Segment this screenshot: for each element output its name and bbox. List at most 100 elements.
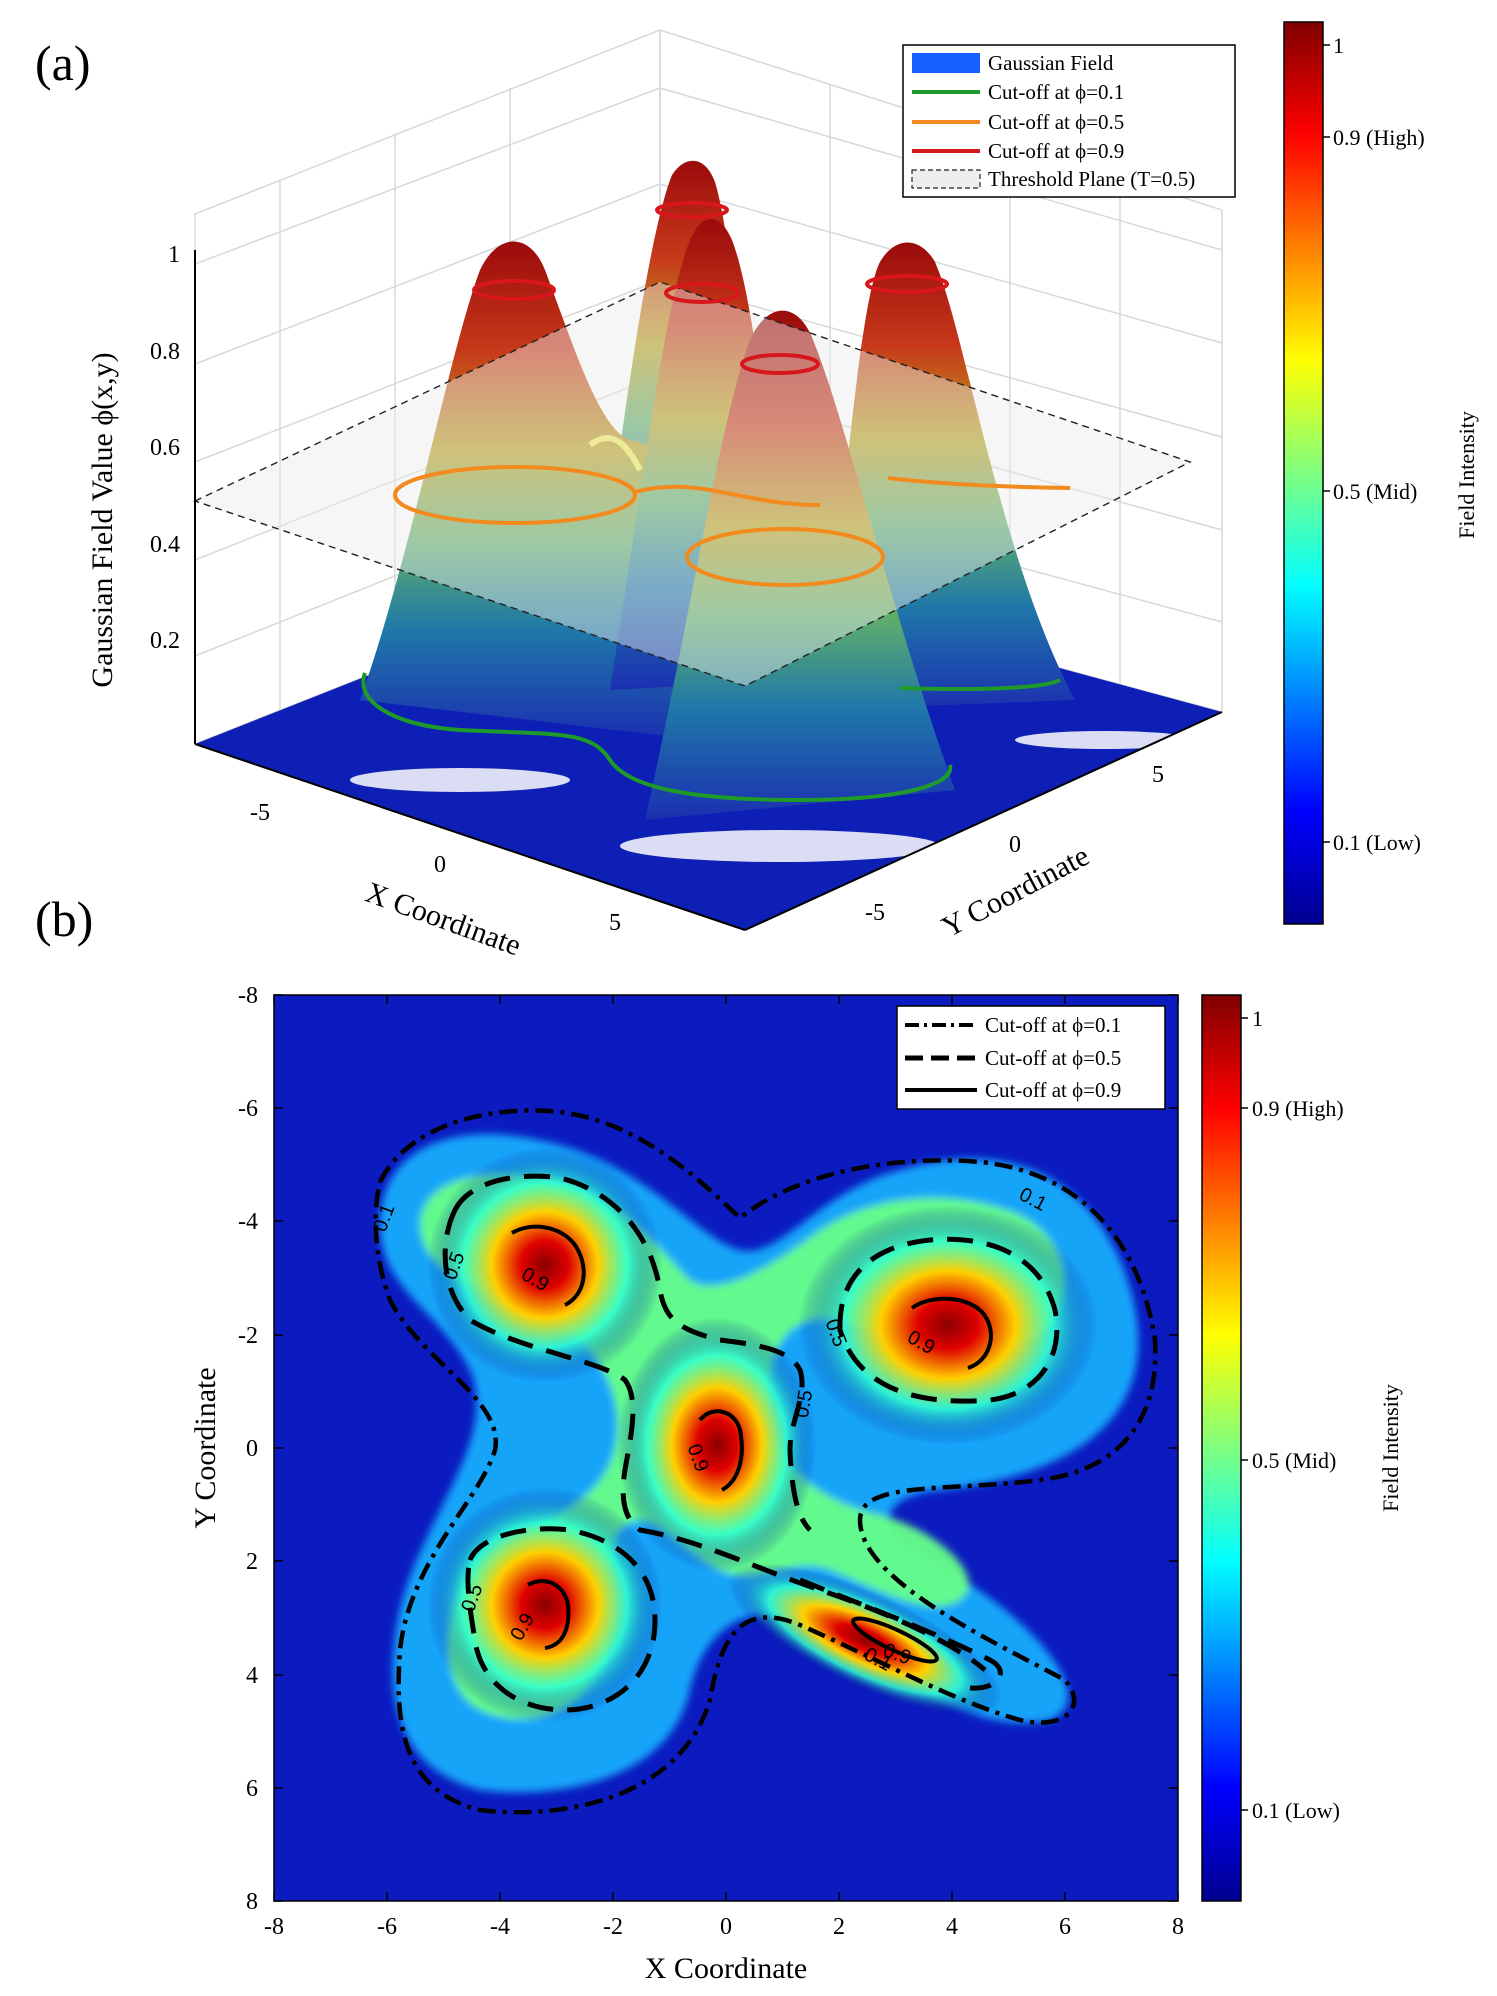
contour-b-0.5-lower-left <box>465 1526 658 1713</box>
hill-left <box>360 241 700 740</box>
heat-peak-4 <box>427 1487 663 1723</box>
y-tick-b-5: 2 <box>246 1549 258 1575</box>
ridge-saddle <box>588 435 643 472</box>
contour-b-0.9-2 <box>910 1296 993 1370</box>
y-tick-b-8: 8 <box>246 1889 258 1915</box>
surface-contours <box>361 201 1071 803</box>
colorbar-b: 1 0.9 (High) 0.5 (Mid) 0.1 (Low) Field I… <box>1201 994 1403 1902</box>
contour-0.9-ring-1 <box>472 279 556 301</box>
y-tick-a-1: 0 <box>1009 832 1021 858</box>
legend-a-label-0: Gaussian Field <box>988 51 1114 75</box>
panel-a: (a) <box>35 21 1479 963</box>
threshold-plane <box>193 281 1192 687</box>
panel-b-label: (b) <box>35 891 93 947</box>
x-ticks-a: -5 0 5 <box>250 800 621 936</box>
y-tick-b-2: -4 <box>238 1209 258 1235</box>
y-tick-a-2: 5 <box>1152 762 1164 788</box>
y-tick-b-7: 6 <box>246 1776 258 1802</box>
legend-b-label-0: Cut-off at ϕ=0.1 <box>985 1013 1121 1037</box>
colorbar-a-bar <box>1283 21 1324 925</box>
panel-b-ticks <box>273 994 1179 1902</box>
contour-b-0.1 <box>373 1108 1158 1815</box>
y-ticks-a: -5 0 5 <box>865 762 1164 926</box>
y-tick-b-6: 4 <box>246 1663 258 1689</box>
x-tick-b-8: 8 <box>1172 1914 1184 1940</box>
x-tick-b-4: 0 <box>720 1914 732 1940</box>
x-tick-b-2: -4 <box>490 1914 510 1940</box>
legend-a-label-3: Cut-off at ϕ=0.9 <box>988 139 1124 163</box>
heat-peak-3 <box>617 1317 817 1573</box>
contour-b-0.9-1 <box>510 1224 586 1307</box>
colorbar-a-tick-3: 0.1 (Low) <box>1333 830 1421 855</box>
legend-b-label-2: Cut-off at ϕ=0.9 <box>985 1078 1121 1102</box>
contour-0.5-ring-left-tail <box>634 484 821 507</box>
colorbar-b-tick-0: 1 <box>1252 1006 1263 1031</box>
colorbar-a: 1 0.9 (High) 0.5 (Mid) 0.1 (Low) Field I… <box>1283 21 1479 925</box>
contour-0.9-ring-3 <box>664 282 740 304</box>
colorbar-b-tick-2: 0.5 (Mid) <box>1252 1448 1336 1473</box>
panel-a-label: (a) <box>35 35 91 91</box>
x-axis-label-b: X Coordinate <box>645 1952 807 1985</box>
contour-0.5-ring-front <box>685 527 885 587</box>
heat-peak-2 <box>798 1205 1098 1445</box>
colorbar-b-tick-3: 0.1 (Low) <box>1252 1798 1340 1823</box>
x-tick-a-1: 0 <box>434 852 446 878</box>
legend-a-swatch-4 <box>911 169 981 189</box>
colorbar-b-bar <box>1201 994 1242 1902</box>
colorbar-a-title: Field Intensity <box>1454 411 1479 539</box>
legend-a-label-1: Cut-off at ϕ=0.1 <box>988 80 1124 104</box>
z-axis-label: Gaussian Field Value ϕ(x,y) <box>86 352 119 687</box>
legend-a-label-4: Threshold Plane (T=0.5) <box>988 167 1195 191</box>
z-ticks: 0.2 0.4 0.6 0.8 1 <box>150 242 180 654</box>
y-tick-b-1: -6 <box>238 1096 258 1122</box>
legend-a-label-2: Cut-off at ϕ=0.5 <box>988 110 1124 134</box>
heatmap-peaks <box>427 1147 1098 1723</box>
x-axis-line <box>194 743 746 931</box>
legend-b: Cut-off at ϕ=0.1 Cut-off at ϕ=0.5 Cut-of… <box>896 1005 1166 1110</box>
contour-b-0.9-5 <box>851 1616 939 1664</box>
legend-a: Gaussian Field Cut-off at ϕ=0.1 Cut-off … <box>902 44 1236 198</box>
legend-a-swatch-0 <box>912 53 980 73</box>
x-tick-b-5: 2 <box>833 1914 845 1940</box>
floor-highlights <box>350 731 1195 862</box>
x-tick-b-7: 6 <box>1059 1914 1071 1940</box>
panel-a-axes <box>194 250 1223 931</box>
contour-0.1-ring <box>361 672 953 803</box>
contour-0.9-ring-4 <box>740 353 820 375</box>
contour-b-0.9-4 <box>526 1579 571 1650</box>
contour-b-0.5-left-lower <box>442 1208 987 1672</box>
legend-b-label-1: Cut-off at ϕ=0.5 <box>985 1046 1121 1070</box>
x-tick-a-2: 5 <box>609 910 621 936</box>
contours-b <box>373 1108 1158 1815</box>
contour-0.9-ring-2 <box>655 201 729 219</box>
hill-front <box>645 310 955 820</box>
z-tick-4: 1 <box>168 242 180 268</box>
x-tick-b-6: 4 <box>946 1914 958 1940</box>
contour-0.5-ring-left <box>393 465 637 525</box>
y-tick-b-3: -2 <box>238 1323 258 1349</box>
y-axis-label-b: Y Coordinate <box>189 1367 222 1528</box>
x-axis-label-a: X Coordinate <box>361 876 525 963</box>
y-axis-line <box>744 711 1223 931</box>
colorbar-a-tick-1: 0.9 (High) <box>1333 125 1425 150</box>
clabel-0.5-c: 0.5 <box>791 1388 817 1419</box>
contour-b-0.5-left <box>452 1173 812 1532</box>
x-tick-a-0: -5 <box>250 800 270 826</box>
z-tick-1: 0.4 <box>150 532 180 558</box>
panel-b: (b) <box>35 891 1403 1985</box>
x-tick-b-3: -2 <box>603 1914 623 1940</box>
x-tick-b-1: -6 <box>377 1914 397 1940</box>
contour-b-0.5-right <box>837 1236 1060 1404</box>
colorbar-a-tick-0: 1 <box>1333 33 1344 58</box>
contour-0.5-ring-right <box>887 476 1071 490</box>
contour-b-0.5-tail <box>799 1577 1003 1691</box>
z-tick-2: 0.6 <box>150 435 180 461</box>
z-tick-0: 0.2 <box>150 628 180 654</box>
heat-peak-1 <box>427 1147 663 1383</box>
contour-0.9-ring-5 <box>865 274 949 294</box>
y-tick-a-0: -5 <box>865 900 885 926</box>
y-tick-b-0: -8 <box>238 983 258 1009</box>
z-tick-3: 0.8 <box>150 339 180 365</box>
y-tick-b-4: 0 <box>246 1436 258 1462</box>
heatmap: 0.1 0.1 0.1 0.5 0.5 0.5 0.5 0.9 0.9 0.9 … <box>274 995 1178 1901</box>
